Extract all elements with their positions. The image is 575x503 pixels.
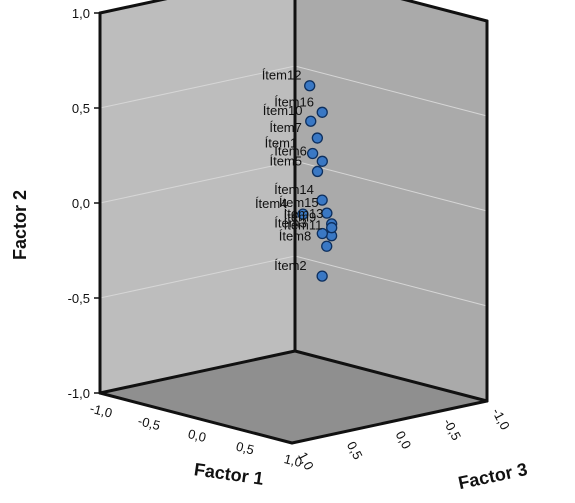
x-tick-label: 0,0 [187, 426, 208, 445]
data-point-label: Ítem12 [262, 68, 302, 83]
data-point-label: Ítem11 [284, 218, 323, 233]
data-point [316, 270, 328, 282]
data-point-label: Ítem10 [263, 103, 303, 118]
data-point [305, 115, 317, 127]
x-tick-label: -1,0 [88, 401, 113, 421]
data-point-label: Ítem3 [274, 216, 307, 231]
y-tick-label: -1,0 [68, 386, 90, 401]
frame-edge [98, 391, 294, 445]
data-point-label: Ítem2 [274, 258, 307, 273]
data-point-label: Ítem15 [279, 195, 319, 210]
data-point [297, 208, 309, 220]
data-point-label: Ítem7 [269, 120, 302, 135]
frame-edge [98, 349, 297, 395]
y-tick-label: 1,0 [72, 6, 90, 21]
data-point [316, 106, 328, 118]
data-point-label: Ítem16 [274, 94, 314, 109]
chart-frame [98, 0, 489, 445]
data-point [326, 222, 338, 234]
y-tick-label: 0,0 [72, 196, 90, 211]
z-tick-label: -1,0 [489, 405, 513, 432]
x-axis-title: Factor 1 [193, 459, 265, 489]
frame-edge [98, 0, 168, 15]
z-tick-label: 0,0 [393, 428, 415, 451]
data-points [297, 80, 338, 282]
z-tick-label: -0,5 [440, 416, 464, 443]
data-point [316, 155, 328, 167]
data-point [311, 165, 324, 178]
z-axis-title: Factor 3 [456, 459, 529, 493]
data-point [316, 194, 328, 206]
data-point-label: Ítem9 [284, 210, 317, 225]
data-point-label: Ítem13 [284, 206, 324, 221]
frame-edge [290, 399, 489, 445]
data-point-label: Ítem8 [279, 228, 312, 243]
x-tick-label: 1,0 [283, 451, 304, 470]
y-tick-label: 0,5 [72, 101, 90, 116]
z-tick-label: 1,0 [295, 449, 317, 472]
data-point-label: Ítem6 [274, 143, 307, 158]
y-tick-label: -0,5 [68, 291, 90, 306]
back-wall-left [100, 0, 295, 393]
data-point-label: Ítem14 [274, 182, 314, 197]
frame-edge [293, 349, 489, 403]
data-point [311, 132, 324, 144]
data-point [321, 207, 333, 219]
x-tick-label: 0,5 [235, 439, 256, 458]
x-tick-label: -0,5 [136, 413, 161, 433]
data-point [304, 80, 316, 92]
floor [100, 351, 487, 443]
y-axis-title: Factor 2 [10, 190, 30, 260]
chart-walls [100, 0, 487, 443]
axis-tick-labels: 1,00,50,0-0,5-1,0-1,0-0,50,00,51,01,0 0,5… [68, 6, 513, 472]
data-point [306, 147, 319, 160]
back-wall-right [295, 0, 487, 401]
z-tick-label: 0,5 [344, 439, 366, 462]
data-point-label: Ítem1 [265, 136, 298, 151]
data-point [321, 240, 333, 252]
data-point-label: Ítem5 [270, 153, 303, 168]
frame-edge [400, 0, 489, 23]
data-point [316, 227, 328, 240]
data-point-label: Ítem4 [255, 196, 288, 211]
